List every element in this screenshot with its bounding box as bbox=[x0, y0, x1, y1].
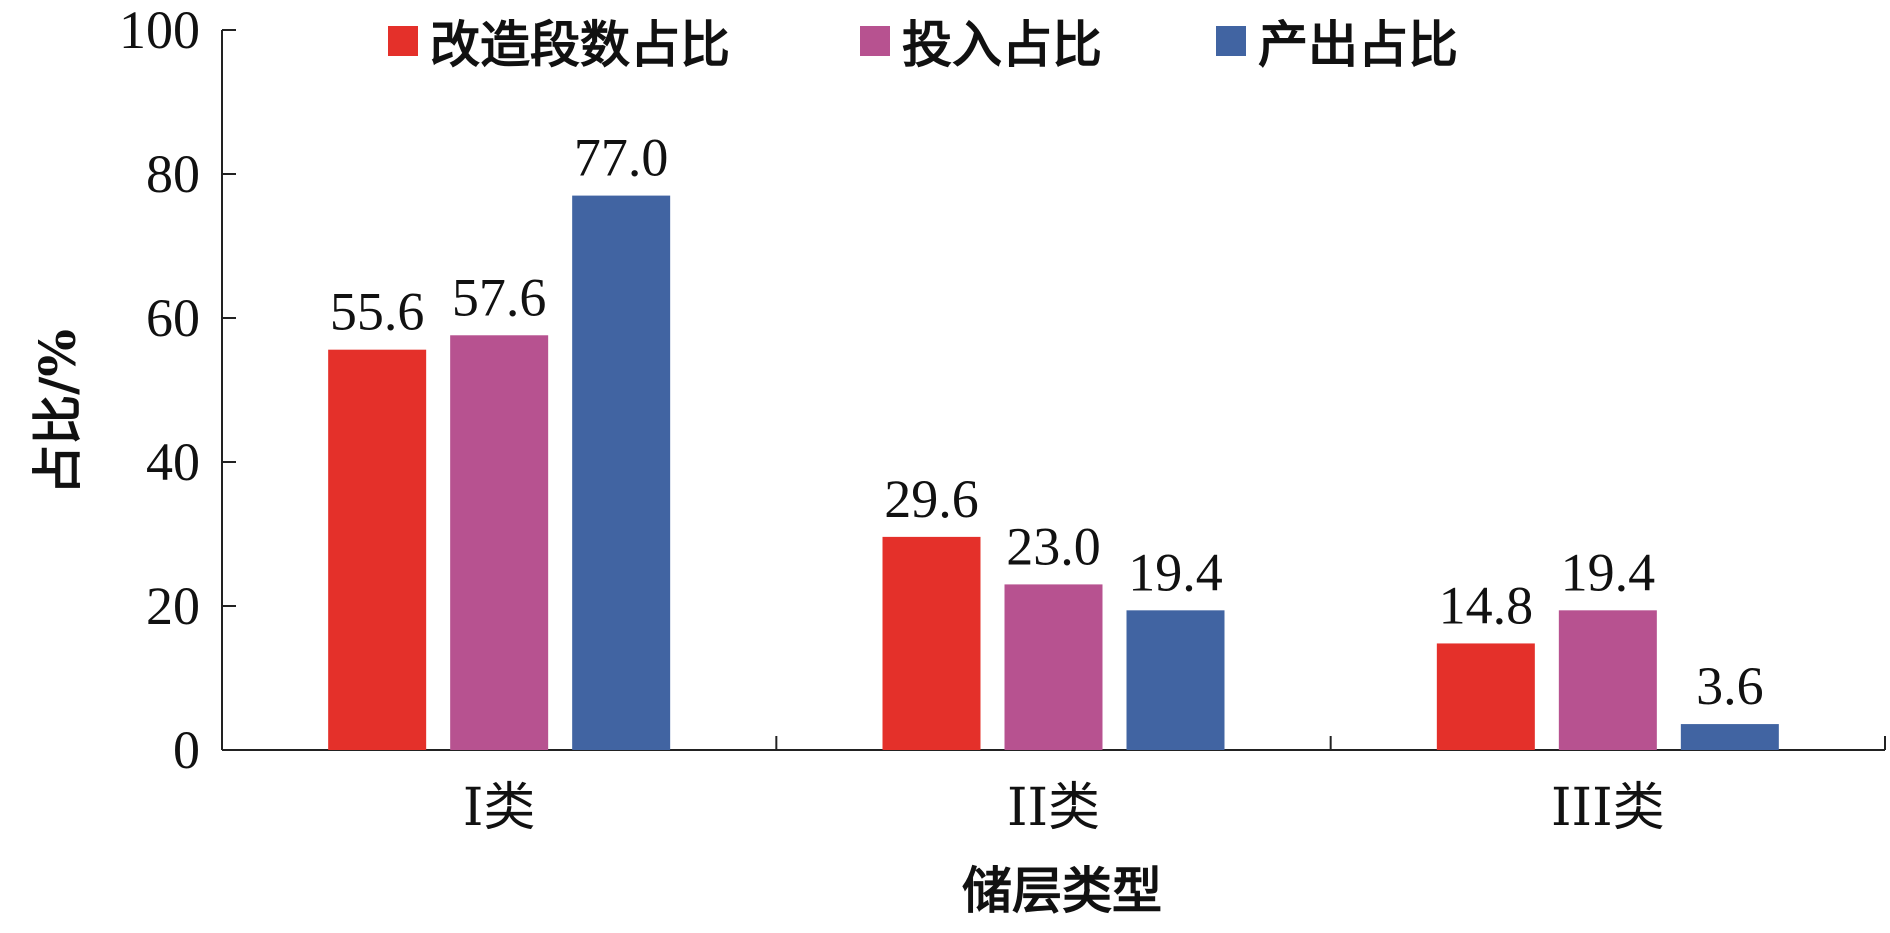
data-labels: 55.6 57.6 77.0 29.6 23.0 19.4 14.8 19.4 3.6 bbox=[330, 128, 1764, 716]
data-label: 23.0 bbox=[1006, 516, 1101, 576]
x-category-label: III类 bbox=[1551, 778, 1665, 838]
legend-swatch bbox=[1216, 26, 1246, 56]
legend-swatch bbox=[860, 26, 890, 56]
y-tick-label: 40 bbox=[146, 432, 200, 492]
data-label: 29.6 bbox=[884, 469, 979, 529]
bar bbox=[450, 335, 549, 750]
bar bbox=[1558, 610, 1657, 750]
data-label: 55.6 bbox=[330, 282, 425, 342]
bar bbox=[1680, 724, 1779, 750]
data-label: 19.4 bbox=[1128, 542, 1223, 602]
y-tick-label: 0 bbox=[173, 720, 200, 780]
legend-label: 改造段数占比 bbox=[430, 15, 730, 74]
y-tick-label: 20 bbox=[146, 576, 200, 636]
x-axis-title: 储层类型 bbox=[962, 861, 1162, 920]
data-label: 14.8 bbox=[1439, 575, 1534, 635]
bar bbox=[1436, 643, 1535, 750]
y-tick-label: 60 bbox=[146, 288, 200, 348]
bar bbox=[1126, 610, 1225, 750]
data-label: 77.0 bbox=[574, 128, 669, 188]
y-axis: 0 20 40 60 80 100 bbox=[119, 0, 236, 780]
legend-label: 产出占比 bbox=[1258, 15, 1458, 74]
legend: 改造段数占比 投入占比 产出占比 bbox=[388, 15, 1458, 74]
data-label: 3.6 bbox=[1696, 656, 1764, 716]
y-tick-label: 80 bbox=[146, 144, 200, 204]
bar bbox=[328, 349, 427, 750]
bar bbox=[1004, 584, 1103, 750]
y-axis-title: 占比/% bbox=[28, 329, 87, 495]
bars bbox=[328, 195, 1779, 751]
x-category-label: II类 bbox=[1007, 778, 1100, 838]
y-tick-label: 100 bbox=[119, 0, 200, 60]
x-axis: I类 II类 III类 bbox=[222, 736, 1886, 838]
data-label: 57.6 bbox=[452, 267, 547, 327]
bar bbox=[572, 195, 671, 751]
bar bbox=[882, 536, 981, 750]
data-label: 19.4 bbox=[1561, 542, 1656, 602]
legend-swatch bbox=[388, 26, 418, 56]
x-category-label: I类 bbox=[463, 778, 536, 838]
legend-label: 投入占比 bbox=[902, 15, 1102, 74]
